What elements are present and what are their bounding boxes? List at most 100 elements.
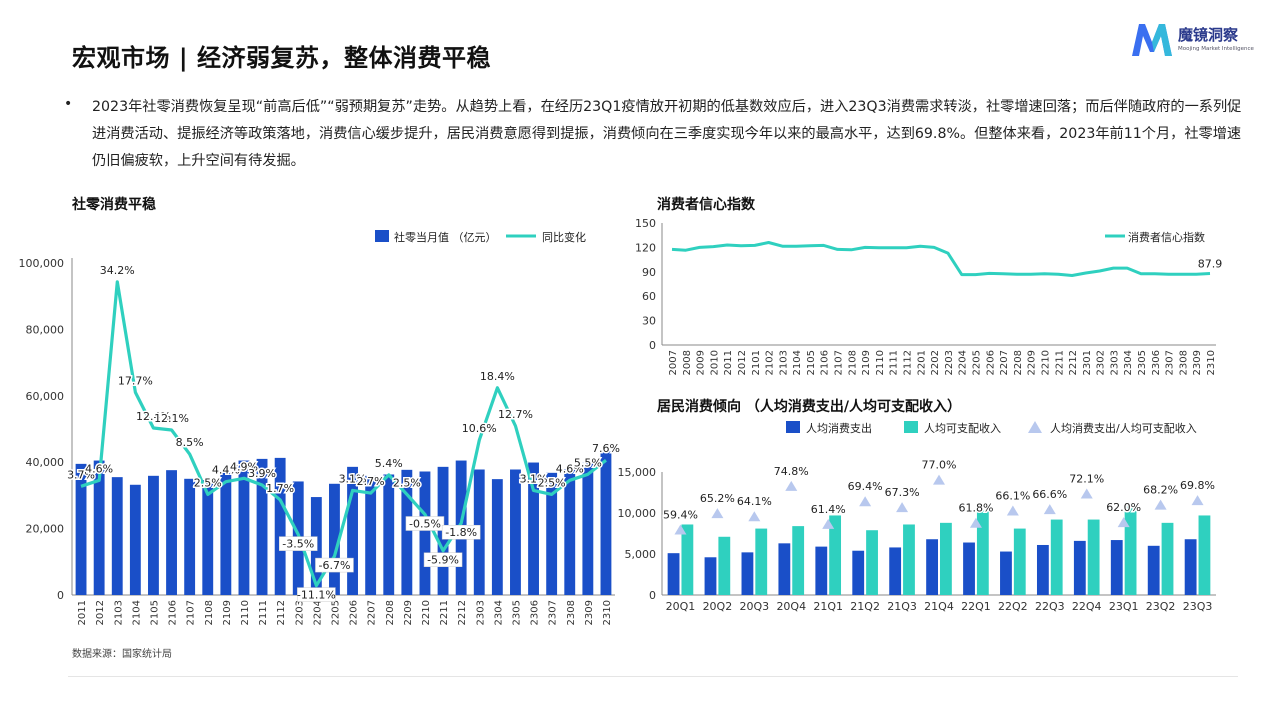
c2-x-tick-label: 2201 [916,350,927,375]
c2-x-tick-label: 2208 [1013,350,1024,375]
c3-ratio-label: 61.4% [811,503,846,516]
c1-data-label: 4.4% [212,464,240,477]
c3-ratio-label: 68.2% [1143,484,1178,497]
c1-x-tick-label: 2305 [511,600,522,625]
c2-y-tick-label: 30 [642,315,656,328]
c3-legend-label-ratio: 人均消费支出/人均可支配收入 [1050,421,1197,435]
c1-bar [437,466,449,595]
c3-bar-spending [963,542,975,595]
c3-legend-label-spending: 人均消费支出 [806,421,872,435]
c2-x-tick-label: 2009 [696,350,707,375]
c3-bar-spending [778,543,791,595]
c1-x-tick-label: 2110 [240,600,251,625]
c1-x-tick-label: 2111 [258,600,269,625]
c3-x-tick-label: 22Q2 [998,600,1028,613]
c1-data-label: 1.7% [266,482,294,495]
c2-y-tick-label: 120 [635,241,656,254]
c3-bar-income [1161,522,1174,595]
c1-bar [347,466,358,595]
c1-x-tick-label: 2303 [475,600,486,625]
c1-data-label: 34.2% [100,264,135,277]
c3-ratio-label: 67.3% [885,486,920,499]
c3-ratio-label: 66.1% [995,490,1030,503]
c1-data-label: 7.6% [592,442,620,455]
c3-legend-label-income: 人均可支配收入 [924,421,1001,435]
c3-bar-income [1198,515,1211,595]
c3-ratio-marker [1043,504,1056,515]
c3-ratio-label: 62.0% [1106,501,1141,514]
c3-x-tick-label: 21Q1 [813,600,843,613]
c1-data-label: 5.4% [375,457,403,470]
c1-x-tick-label: 2304 [493,600,504,625]
c2-x-tick-label: 2111 [889,350,900,375]
c3-bar-income [1124,506,1137,595]
c1-bar [510,469,521,595]
c1-data-label: 2.5% [538,476,566,489]
c2-x-tick-label: 2110 [875,350,886,375]
c1-data-label: 12.1% [154,412,189,425]
c1-bar [600,451,612,595]
c1-legend-label-line: 同比变化 [542,230,586,244]
c1-x-tick-label: 2310 [602,600,613,625]
c2-x-tick-label: 2202 [930,350,941,375]
c3-bar-income [940,522,952,595]
c2-x-tick-label: 2104 [792,350,803,375]
c1-data-label: -0.5% [409,518,441,531]
c3-ratio-marker [785,480,798,491]
c1-x-tick-label: 2308 [566,600,577,625]
c3-bar-spending [889,547,902,595]
c1-label-box [279,536,318,551]
c2-x-tick-label: 2012 [737,350,748,375]
c1-data-label: 12.4% [136,410,171,423]
page-title: 宏观市场 | 经济弱复苏，整体消费平稳 [72,44,491,72]
data-source: 数据来源：国家统计局 [72,649,172,660]
c3-bar-spending [1110,540,1123,595]
c2-x-tick-label: 2102 [765,350,776,375]
c1-x-tick-label: 2107 [186,600,197,625]
c3-x-tick-label: 22Q3 [1035,600,1065,613]
c1-data-label: -11.1% [297,589,336,602]
c3-x-tick-label: 22Q4 [1072,600,1102,613]
c3-bar-income [718,536,731,595]
c1-label-box [405,516,445,531]
c3-x-tick-label: 23Q1 [1109,600,1139,613]
c1-y-tick-label: 60,000 [26,390,65,403]
c1-bar [582,462,594,595]
c1-x-tick-label: 2106 [168,600,179,625]
c1-bar [473,469,485,595]
c3-ratio-label: 69.8% [1180,479,1215,492]
c3-ratio-marker [969,517,982,528]
c1-growth-line [80,280,607,588]
c3-legend-swatch-spending [786,421,800,433]
c3-x-tick-label: 22Q1 [961,600,991,613]
c3-bar-income [1013,528,1026,595]
summary-paragraph: 2023年社零消费恢复呈现“前高后低”“弱预期复苏”走势。从趋势上看，在经历23… [92,99,1242,169]
c2-last-value-label: 87.9 [1198,258,1223,271]
c1-data-label: 10.6% [462,422,497,435]
c1-x-tick-label: 2209 [403,600,414,625]
c1-x-tick-label: 2011 [77,600,88,625]
c3-ratio-label: 77.0% [922,459,957,472]
c1-bar [148,475,159,595]
c1-x-tick-label: 2206 [349,600,360,625]
c1-bar [93,460,105,595]
c2-x-tick-label: 2306 [1151,350,1162,375]
logo-m-icon [1132,24,1172,56]
c2-y-tick-label: 60 [642,290,656,303]
c1-data-label: 2.5% [393,476,421,489]
c2-confidence-line [671,241,1211,277]
c3-ratio-label: 69.4% [848,480,883,493]
c3-ratio-marker [748,511,761,522]
c3-ratio-marker [896,502,909,513]
c1-x-tick-label: 2211 [439,600,450,625]
c1-x-tick-label: 2208 [385,600,396,625]
c3-ratio-label: 66.6% [1032,488,1067,501]
c1-bar [528,462,539,595]
c1-y-tick-label: 40,000 [26,456,65,469]
c3-bar-income [1050,519,1063,595]
c2-x-tick-label: 2008 [682,350,693,375]
c3-bar-spending [1000,551,1012,595]
c3-ratio-label: 61.8% [958,502,993,515]
c2-x-tick-label: 2304 [1123,350,1134,375]
c2-x-tick-label: 2010 [709,350,720,375]
